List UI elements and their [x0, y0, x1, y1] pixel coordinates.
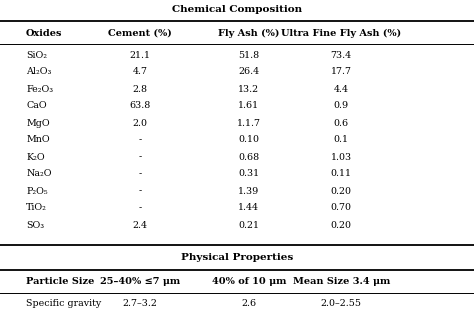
Text: Chemical Composition: Chemical Composition — [172, 6, 302, 15]
Text: 2.4: 2.4 — [132, 220, 147, 229]
Text: K₂O: K₂O — [26, 153, 45, 162]
Text: 73.4: 73.4 — [331, 51, 352, 60]
Text: SiO₂: SiO₂ — [26, 51, 47, 60]
Text: Particle Size: Particle Size — [26, 277, 94, 286]
Text: 4.4: 4.4 — [334, 85, 349, 94]
Text: 26.4: 26.4 — [238, 68, 259, 77]
Text: P₂O₅: P₂O₅ — [26, 187, 48, 196]
Text: -: - — [138, 170, 141, 179]
Text: 2.0–2.55: 2.0–2.55 — [321, 299, 362, 308]
Text: 13.2: 13.2 — [238, 85, 259, 94]
Text: 1.03: 1.03 — [331, 153, 352, 162]
Text: 0.31: 0.31 — [238, 170, 259, 179]
Text: 2.8: 2.8 — [132, 85, 147, 94]
Text: 0.9: 0.9 — [334, 101, 349, 110]
Text: 0.10: 0.10 — [238, 135, 259, 144]
Text: 0.11: 0.11 — [331, 170, 352, 179]
Text: Fly Ash (%): Fly Ash (%) — [218, 29, 280, 38]
Text: Specific gravity: Specific gravity — [26, 299, 101, 308]
Text: -: - — [138, 153, 141, 162]
Text: SO₃: SO₃ — [26, 220, 44, 229]
Text: 0.68: 0.68 — [238, 153, 259, 162]
Text: 21.1: 21.1 — [129, 51, 150, 60]
Text: Na₂O: Na₂O — [26, 170, 52, 179]
Text: 1.1.7: 1.1.7 — [237, 118, 261, 127]
Text: Al₂O₃: Al₂O₃ — [26, 68, 52, 77]
Text: 0.1: 0.1 — [334, 135, 349, 144]
Text: 40% of 10 μm: 40% of 10 μm — [211, 277, 286, 286]
Text: 0.21: 0.21 — [238, 220, 259, 229]
Text: -: - — [138, 203, 141, 212]
Text: 0.20: 0.20 — [331, 187, 352, 196]
Text: -: - — [138, 135, 141, 144]
Text: 2.6: 2.6 — [241, 299, 256, 308]
Text: 2.0: 2.0 — [132, 118, 147, 127]
Text: 2.7–3.2: 2.7–3.2 — [122, 299, 157, 308]
Text: MnO: MnO — [26, 135, 50, 144]
Text: Mean Size 3.4 μm: Mean Size 3.4 μm — [292, 277, 390, 286]
Text: 25–40% ≤7 μm: 25–40% ≤7 μm — [100, 277, 180, 286]
Text: 4.7: 4.7 — [132, 68, 147, 77]
Text: -: - — [138, 187, 141, 196]
Text: 1.44: 1.44 — [238, 203, 259, 212]
Text: 51.8: 51.8 — [238, 51, 259, 60]
Text: 1.61: 1.61 — [238, 101, 259, 110]
Text: MgO: MgO — [26, 118, 50, 127]
Text: 0.20: 0.20 — [331, 220, 352, 229]
Text: 0.6: 0.6 — [334, 118, 349, 127]
Text: Cement (%): Cement (%) — [108, 29, 172, 38]
Text: TiO₂: TiO₂ — [26, 203, 47, 212]
Text: Oxides: Oxides — [26, 29, 63, 38]
Text: 1.39: 1.39 — [238, 187, 259, 196]
Text: 0.70: 0.70 — [331, 203, 352, 212]
Text: Fe₂O₃: Fe₂O₃ — [26, 85, 53, 94]
Text: 63.8: 63.8 — [129, 101, 150, 110]
Text: Physical Properties: Physical Properties — [181, 254, 293, 263]
Text: Ultra Fine Fly Ash (%): Ultra Fine Fly Ash (%) — [281, 29, 401, 38]
Text: CaO: CaO — [26, 101, 47, 110]
Text: 17.7: 17.7 — [331, 68, 352, 77]
